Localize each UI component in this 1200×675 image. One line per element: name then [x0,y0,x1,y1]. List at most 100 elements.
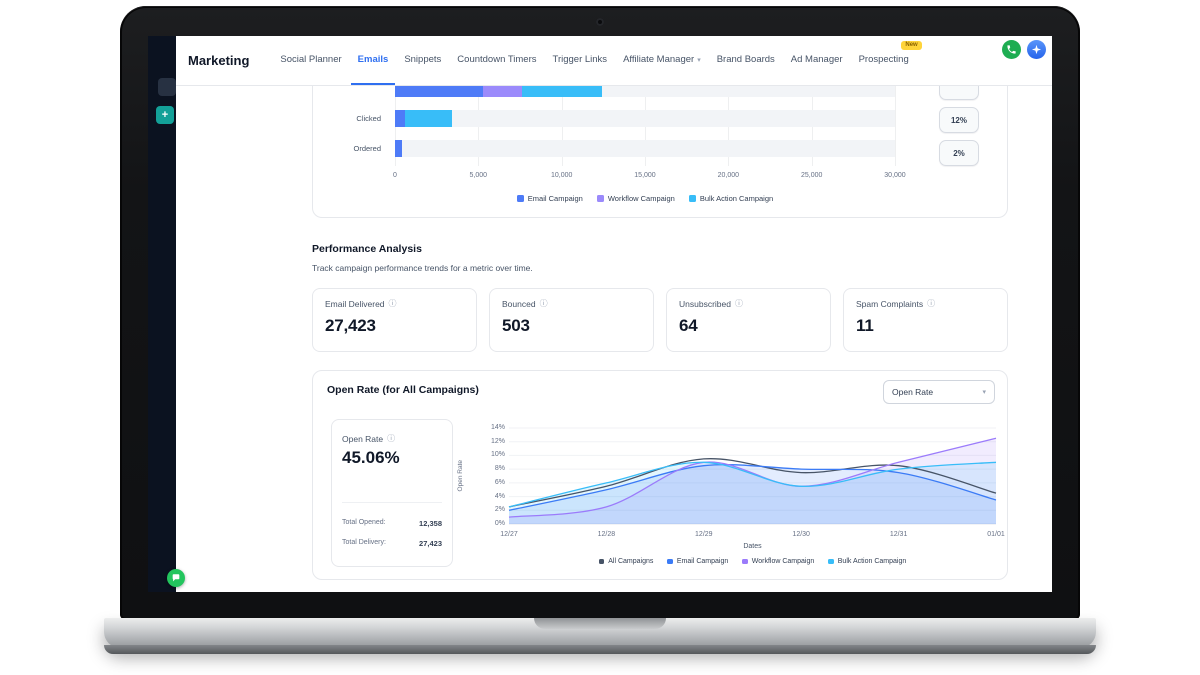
info-icon[interactable]: ⓘ [539,299,548,308]
tab-trigger-links[interactable]: Trigger Links [546,36,615,85]
metric-dropdown-value: Open Rate [892,387,934,397]
sidebar-collapsed-button[interactable] [158,78,176,96]
laptop-base-edge [104,645,1096,654]
total-delivery-value: 27,423 [419,539,442,548]
legend-swatch [516,195,524,202]
tab-affiliate-manager[interactable]: Affiliate Manager ▾ [616,36,708,85]
open-rate-summary-card: Open Rate ⓘ 45.06% Total Opened: 12,358 T… [331,419,453,567]
tab-brand-boards[interactable]: Brand Boards [710,36,782,85]
stat-label: Email Delivered [325,299,385,309]
tab-ad-manager[interactable]: Ad Manager [784,36,850,85]
tab-label: Countdown Timers [457,54,537,65]
legend-item: Workflow Campaign [742,558,814,565]
info-icon[interactable]: ⓘ [734,299,743,308]
bar-segment [521,86,602,97]
phone-icon [1007,45,1016,54]
total-delivery-row: Total Delivery: 27,423 [342,539,442,548]
stat-value: 27,423 [325,316,376,335]
funnel-row-stripe [395,86,895,97]
add-button[interactable]: + [156,106,174,124]
stats-row: Email Delivered ⓘ 27,423 Bounced ⓘ 503 Uns… [312,288,1008,352]
tab-label: Trigger Links [552,54,608,65]
stat-value: 503 [502,316,530,335]
open-rate-value: 45.06% [342,448,400,467]
funnel-legend: Email Campaign Workflow Campaign Bulk Acti… [395,194,895,203]
laptop-base [104,618,1096,648]
info-icon[interactable]: ⓘ [927,299,936,308]
legend-item: Bulk Action Campaign [828,558,906,565]
x-tick-label: 01/01 [987,531,1005,538]
laptop-base-notch [534,618,666,629]
rate-badge: 12% [939,107,979,133]
grid-line [895,86,896,166]
laptop-camera [596,18,604,26]
funnel-category-labels: Clicked Ordered [313,86,389,166]
stat-label: Bounced [502,299,536,309]
funnel-x-axis: 0 5,000 10,000 15,000 20,000 25,000 30,000 [393,172,906,182]
header-actions [1002,40,1046,59]
chat-bubble-icon [172,574,180,582]
summary-label: Open Rate [342,434,384,444]
legend-swatch [688,195,696,202]
x-tick-label: 5,000 [469,172,488,179]
tab-snippets[interactable]: Snippets [397,36,448,85]
tab-label: Prospecting [858,54,909,65]
tab-countdown-timers[interactable]: Countdown Timers [450,36,543,85]
legend-swatch [667,558,673,565]
legend-swatch [596,195,604,202]
funnel-bar [395,86,895,97]
assistant-button[interactable] [1027,40,1046,59]
x-tick-label: 20,000 [717,172,740,179]
y-tick-label: 6% [494,478,505,486]
tab-emails[interactable]: Emails [350,36,396,85]
y-tick-label: 10% [490,451,505,459]
y-tick-label: 14% [490,424,505,431]
bar-segment [395,110,405,127]
x-tick-label: 25,000 [800,172,823,179]
x-tick-label: 30,000 [884,172,906,179]
x-tick-label: 12/28 [597,531,616,538]
legend-label: Workflow Campaign [751,558,815,565]
legend-label: Bulk Action Campaign [837,558,907,565]
funnel-row-stripe [395,110,895,127]
funnel-row-label: Ordered [353,144,381,153]
phone-button[interactable] [1002,40,1021,59]
tab-label: Emails [357,54,389,65]
open-rate-title: Open Rate (for All Campaigns) [327,384,479,396]
info-icon[interactable]: ⓘ [388,299,397,308]
stat-card-spam-complaints: Spam Complaints ⓘ 11 [843,288,1008,352]
new-badge: New [901,41,922,50]
x-tick-label: 12/31 [889,531,908,538]
metric-dropdown[interactable]: Open Rate ▾ [883,380,995,404]
plus-icon: + [161,109,169,121]
info-icon[interactable]: ⓘ [387,434,396,443]
funnel-row-label: Clicked [356,114,381,123]
funnel-row-label [313,86,389,97]
legend-label: Bulk Action Campaign [699,194,774,203]
legend-swatch [828,558,834,565]
tab-prospecting[interactable]: Prospecting New [852,36,922,85]
trend-x-axis-title: Dates [743,543,762,550]
trend-legend: All Campaigns Email Campaign Workflow Camp… [509,558,996,565]
total-opened-row: Total Opened: 12,358 [342,519,442,528]
app-screen: + Marketing Social Planner Emails Snippe… [148,36,1052,592]
page-title: Marketing [188,53,250,68]
bar-segment [395,86,484,97]
legend-item: Bulk Action Campaign [688,194,774,203]
y-tick-label: 8% [494,465,505,473]
x-tick-label: 12/27 [500,531,518,538]
chat-widget-button[interactable] [167,569,185,587]
tab-label: Snippets [404,54,442,65]
campaign-funnel-card: Clicked Ordered 0 5,000 10,000 15,000 20,000 2… [312,86,1008,218]
performance-analysis-title: Performance Analysis [312,243,422,255]
stat-label: Spam Complaints [856,299,924,309]
chevron-down-icon: ▾ [982,389,986,396]
funnel-bar [395,140,895,157]
tab-social-planner[interactable]: Social Planner [273,36,348,85]
main-content[interactable]: Clicked Ordered 0 5,000 10,000 15,000 20,000 2… [176,86,1052,592]
legend-item: Workflow Campaign [596,194,675,203]
stat-card-email-delivered: Email Delivered ⓘ 27,423 [312,288,477,352]
funnel-plot [395,86,896,166]
performance-analysis-subtitle: Track campaign performance trends for a … [312,263,533,273]
